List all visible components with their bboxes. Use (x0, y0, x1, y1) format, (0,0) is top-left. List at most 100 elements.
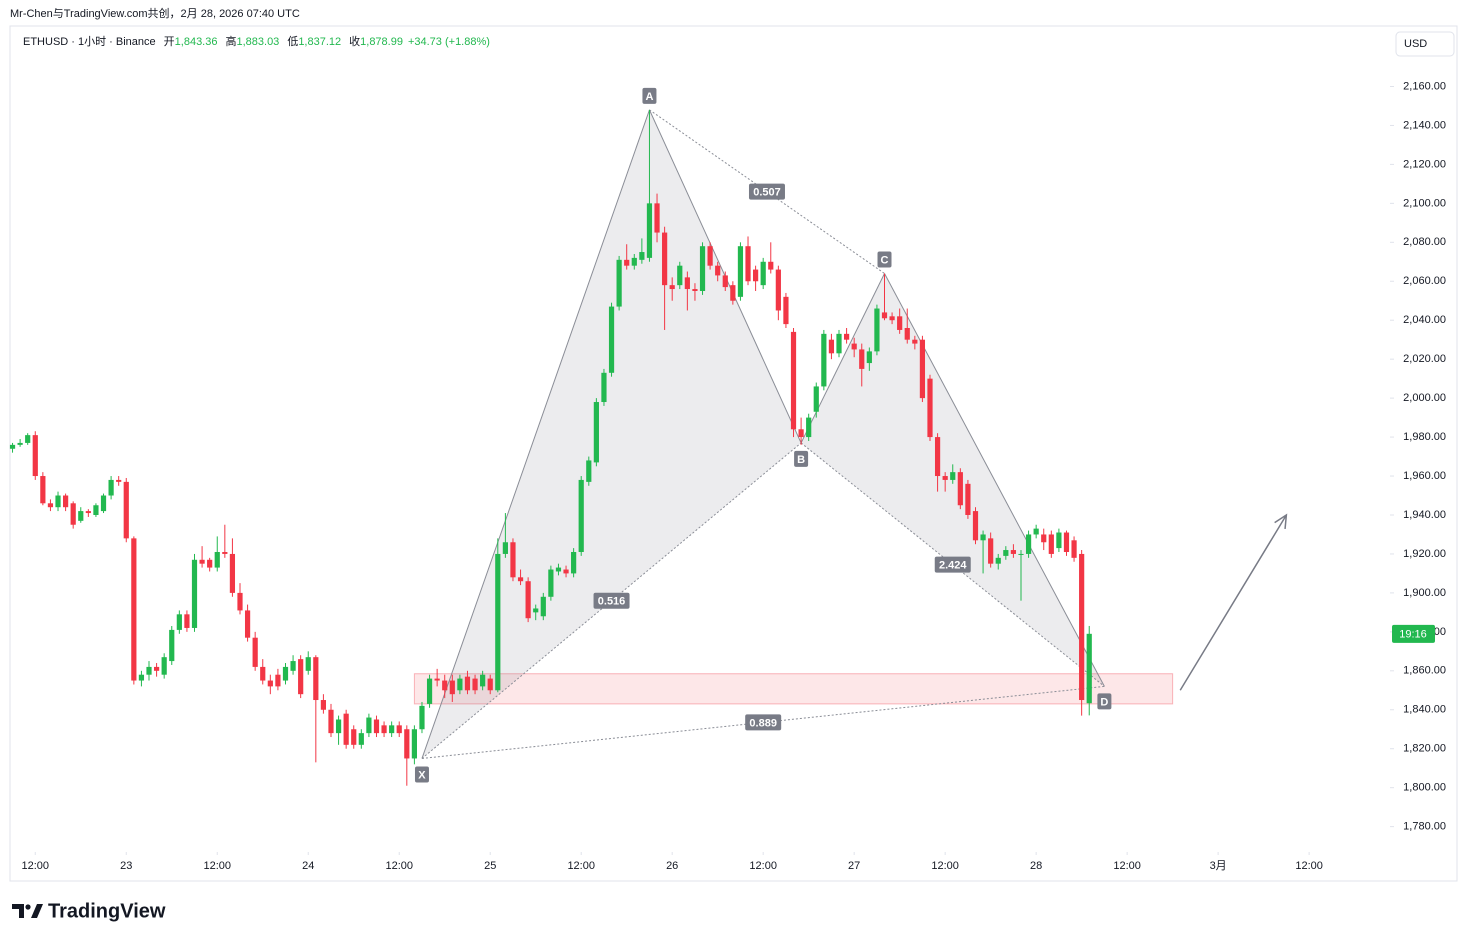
grid: 1,780.00 1,800.00 1,820.00 1,840.00 1,860.00… (22, 80, 1446, 872)
candle-body (191, 559, 198, 628)
candle-body (601, 372, 607, 403)
candle-body (123, 481, 129, 539)
ohlc-label: 开 (164, 36, 175, 48)
candle-body (472, 678, 478, 691)
candle-body (745, 246, 751, 282)
x-tick-label: 12:00 (385, 860, 413, 872)
y-tick-label: 1,780.00 (1403, 821, 1446, 833)
candle-body (381, 725, 387, 734)
currency[interactable]: USD (1404, 38, 1427, 50)
candle-body (449, 680, 455, 695)
legend: ETHUSD · 1小时 · Binance 开1,843.36 高1,883.03… (23, 34, 490, 48)
candle-body (662, 232, 668, 286)
candle-body (419, 705, 425, 730)
point-label-box (794, 450, 809, 467)
candle-body (207, 559, 213, 568)
y-tick-label: 2,140.00 (1403, 119, 1446, 131)
candle-body (480, 674, 486, 687)
point-label: A (642, 87, 657, 104)
candle-body (116, 479, 122, 482)
candle-body (275, 674, 281, 687)
logo-icon (25, 904, 31, 910)
candle-body (404, 729, 410, 759)
ratio-label-text: 2.424 (939, 560, 967, 572)
candle-body (305, 657, 311, 671)
y-tick-label: 2,080.00 (1403, 236, 1446, 248)
candle-body (684, 277, 690, 290)
candle-body (161, 657, 167, 675)
candle-body (889, 316, 895, 321)
candle-body (631, 257, 637, 266)
y-tick-label: 2,120.00 (1403, 158, 1446, 170)
candle-body (335, 719, 342, 734)
ohlc-label: 收 (349, 34, 360, 48)
candle-body (859, 349, 865, 369)
pattern-ratio-line (800, 442, 1105, 687)
candle-body (775, 269, 781, 311)
ratio-label: 0.889 (745, 714, 782, 731)
candle-body (677, 265, 683, 286)
candle-body (146, 666, 152, 675)
currency-button[interactable] (1395, 31, 1455, 57)
ratio-label-text: 0.516 (598, 596, 626, 608)
y-tick-label: 1,920.00 (1403, 548, 1446, 560)
candle-body (950, 472, 956, 480)
y-tick-label: 2,060.00 (1403, 275, 1446, 287)
logo-icon (12, 904, 24, 918)
candle-body (753, 269, 759, 282)
point-label-box (877, 251, 892, 268)
ratio-label-box (748, 183, 785, 200)
candle-body (457, 678, 463, 691)
candle-body (298, 659, 304, 695)
candle-body (343, 713, 349, 745)
candle-body (646, 203, 653, 258)
zone (413, 673, 1174, 705)
candle-body (320, 700, 327, 710)
pattern-leg (800, 273, 885, 444)
candle-body (586, 460, 592, 482)
ratio-label-text: 0.507 (753, 187, 781, 199)
x-tick-label: 26 (666, 860, 678, 872)
candle-body (40, 476, 46, 504)
candle-body (980, 534, 986, 541)
ratio-label: 0.507 (748, 183, 785, 200)
price-label (1392, 624, 1435, 643)
candle-body (593, 402, 599, 463)
candle-body (487, 678, 493, 691)
y-tick-label: 1,940.00 (1403, 509, 1446, 521)
candle-body (995, 557, 1001, 564)
candle-body (222, 551, 228, 554)
x-tick-label: 24 (302, 860, 314, 872)
ohlc-label: 低 (287, 35, 298, 48)
ratio-label: 2.424 (934, 556, 971, 573)
point-label-text: B (797, 454, 805, 466)
candle-body (214, 551, 220, 568)
point-label-box (1097, 693, 1112, 710)
candle-body (639, 252, 645, 260)
candle-body (722, 275, 728, 288)
overlay: 19:16 (1392, 624, 1435, 643)
y-tick-label: 1,820.00 (1403, 743, 1446, 755)
candle-body (525, 581, 531, 619)
candle-body (169, 629, 175, 662)
ratio-label: 0.516 (593, 592, 630, 609)
candle-body (1041, 534, 1047, 543)
candle-body (851, 343, 857, 350)
candle-body (942, 476, 948, 480)
candle-body (707, 246, 713, 266)
candle-body (897, 316, 903, 330)
candle-body (32, 435, 38, 477)
candle-body (464, 676, 471, 691)
x-tick-label: 12:00 (1295, 860, 1323, 872)
x-tick-label: 27 (848, 860, 860, 872)
candle-body (442, 680, 448, 691)
candle-body (927, 378, 933, 438)
candle-body (760, 261, 766, 286)
ohlc-value: 1,843.36 (175, 36, 218, 48)
candle-body (821, 333, 827, 387)
candle-body (1010, 550, 1017, 554)
candle-body (624, 259, 630, 266)
y-tick-label: 2,160.00 (1403, 80, 1446, 92)
